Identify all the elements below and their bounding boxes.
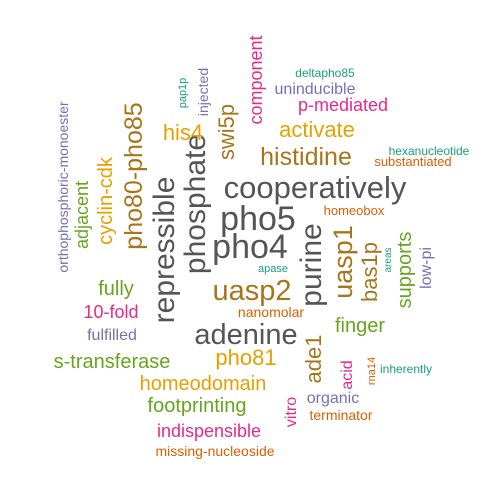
word-hexanucleotide: hexanucleotide — [389, 144, 470, 158]
word-orthophosphoric-monoester: orthophosphoric-monoester — [55, 101, 71, 273]
word-histidine: histidine — [260, 143, 352, 171]
word-apase: apase — [258, 263, 288, 275]
word-activate: activate — [279, 117, 355, 142]
word-rna14: rna14 — [366, 357, 378, 385]
word-adenine: adenine — [194, 319, 297, 351]
word-swi5p: swi5p — [214, 104, 239, 160]
word-inherently: inherently — [380, 362, 432, 376]
word-adjacent: adjacent — [72, 181, 92, 249]
word-ade1: ade1 — [301, 335, 326, 384]
word-terminator: terminator — [309, 407, 372, 423]
word-homeodomain: homeodomain — [140, 373, 267, 395]
word-finger: finger — [335, 315, 385, 337]
word-fulfilled: fulfilled — [87, 327, 137, 344]
word-missing-nucleoside: missing-nucleoside — [155, 443, 274, 459]
word-substantiated: substantiated — [374, 154, 451, 169]
word-homeobox: homeobox — [324, 203, 385, 218]
word-cyclin-cdk: cyclin-cdk — [95, 156, 117, 245]
word-10-fold: 10-fold — [83, 302, 138, 322]
word-pho81: pho81 — [215, 345, 276, 370]
word-cooperatively: cooperatively — [224, 170, 407, 205]
word-p-mediated: p-mediated — [298, 95, 388, 115]
word-purine: purine — [295, 223, 328, 306]
word-injected: injected — [195, 68, 211, 116]
word-supports: supports — [394, 232, 416, 309]
word-phosphate: phosphate — [179, 134, 212, 274]
word-fully: fully — [98, 278, 134, 300]
word-uninducible: uninducible — [275, 81, 356, 98]
word-acid: acid — [339, 360, 356, 389]
word-low-pi: low-pi — [418, 247, 435, 289]
word-component: component — [246, 35, 266, 124]
word-pho5: pho5 — [220, 200, 296, 238]
word-uasp2: uasp2 — [212, 275, 291, 307]
word-s-transferase: s-transferase — [54, 351, 171, 373]
word-organic: organic — [307, 390, 359, 407]
word-pho80-pho85: pho80-pho85 — [120, 102, 148, 249]
word-indispensible: indispensible — [157, 421, 261, 441]
word-vitro: vitro — [283, 397, 300, 427]
word-deltapho85: deltapho85 — [295, 66, 355, 80]
word-nanomolar: nanomolar — [238, 304, 304, 320]
word-areas: areas — [383, 247, 394, 272]
word-bas1p: bas1p — [357, 242, 382, 302]
word-pap1p: pap1p — [177, 78, 189, 109]
word-footprinting: footprinting — [148, 395, 247, 417]
word-repressible: repressible — [148, 177, 181, 324]
word-pho4: pho4 — [212, 228, 288, 266]
word-uasp1: uasp1 — [328, 225, 358, 299]
word-his4: his4 — [163, 120, 203, 145]
